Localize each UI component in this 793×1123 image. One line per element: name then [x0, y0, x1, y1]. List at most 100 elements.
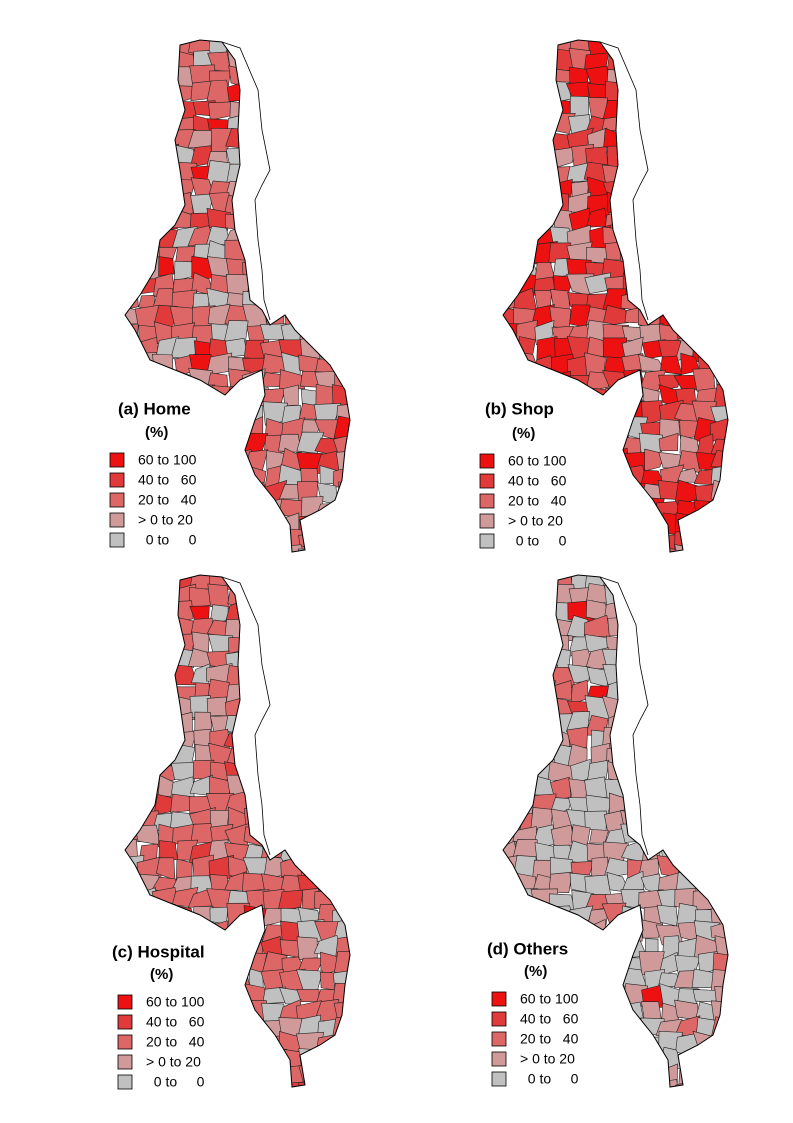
district [134, 575, 161, 592]
district [349, 575, 350, 590]
district [531, 192, 555, 213]
district [662, 699, 684, 716]
district [333, 415, 350, 439]
district [503, 244, 520, 260]
legend-swatch [479, 453, 495, 469]
district [296, 143, 324, 168]
district [642, 598, 662, 625]
district [280, 144, 304, 169]
district [125, 277, 139, 297]
district [588, 513, 611, 535]
district [334, 775, 350, 796]
district [730, 1000, 750, 1024]
district [503, 600, 523, 624]
district [206, 1062, 231, 1083]
district [712, 792, 728, 817]
district [206, 207, 231, 232]
district [316, 303, 337, 329]
district [625, 145, 643, 169]
district [280, 632, 304, 656]
district [503, 663, 523, 687]
district [710, 685, 728, 703]
district [337, 146, 350, 169]
district [503, 80, 521, 106]
district [572, 936, 593, 958]
district [355, 825, 375, 846]
district [282, 113, 305, 136]
district [353, 531, 378, 553]
district [260, 678, 284, 703]
district [620, 40, 646, 54]
district [155, 601, 179, 623]
district [244, 513, 268, 537]
district [730, 517, 749, 537]
district [262, 806, 288, 829]
district [125, 176, 144, 201]
legend-swatch [117, 1014, 133, 1030]
district [586, 918, 608, 944]
district [136, 96, 156, 119]
district [281, 288, 304, 308]
country-outline [124, 574, 351, 1088]
district [675, 695, 701, 719]
district [355, 955, 374, 974]
district [693, 241, 720, 267]
district [125, 227, 137, 248]
district [297, 289, 321, 313]
district [315, 681, 336, 701]
district [519, 760, 539, 780]
district [244, 1065, 270, 1082]
district [619, 208, 645, 229]
district [641, 64, 666, 89]
district [351, 469, 376, 486]
district [586, 433, 612, 452]
district [138, 40, 160, 56]
district [317, 856, 343, 876]
district [620, 70, 644, 89]
district [354, 163, 374, 181]
legend-label: 0 to 0 [138, 532, 197, 548]
district [210, 467, 232, 488]
district [264, 618, 284, 641]
district [589, 1079, 606, 1087]
district [314, 780, 340, 794]
legend-swatch [479, 533, 495, 549]
legend-label: 0 to 0 [520, 1071, 579, 1087]
district [354, 418, 370, 438]
district [125, 96, 139, 120]
district [677, 147, 702, 167]
district [125, 808, 144, 832]
district [503, 729, 518, 750]
district [264, 95, 288, 120]
district [732, 272, 755, 292]
district [209, 982, 235, 1008]
map-panel [502, 39, 755, 553]
district [314, 543, 341, 552]
district [711, 585, 728, 607]
district [278, 728, 306, 752]
district [333, 529, 350, 552]
district [621, 1034, 646, 1055]
district [296, 683, 321, 705]
district [711, 600, 728, 620]
district [135, 196, 160, 218]
district [512, 79, 539, 107]
district [637, 241, 665, 265]
district [503, 575, 521, 589]
district [125, 575, 144, 591]
district [244, 631, 270, 655]
district [503, 40, 521, 58]
district [730, 417, 753, 436]
district [337, 132, 350, 153]
district [125, 728, 142, 753]
district [125, 797, 144, 812]
district [735, 682, 750, 704]
district [264, 1084, 283, 1087]
district [565, 528, 593, 552]
district [284, 750, 306, 767]
district [713, 1065, 728, 1087]
district [679, 775, 696, 799]
district [320, 744, 342, 769]
district [171, 545, 197, 552]
district [587, 1000, 607, 1025]
